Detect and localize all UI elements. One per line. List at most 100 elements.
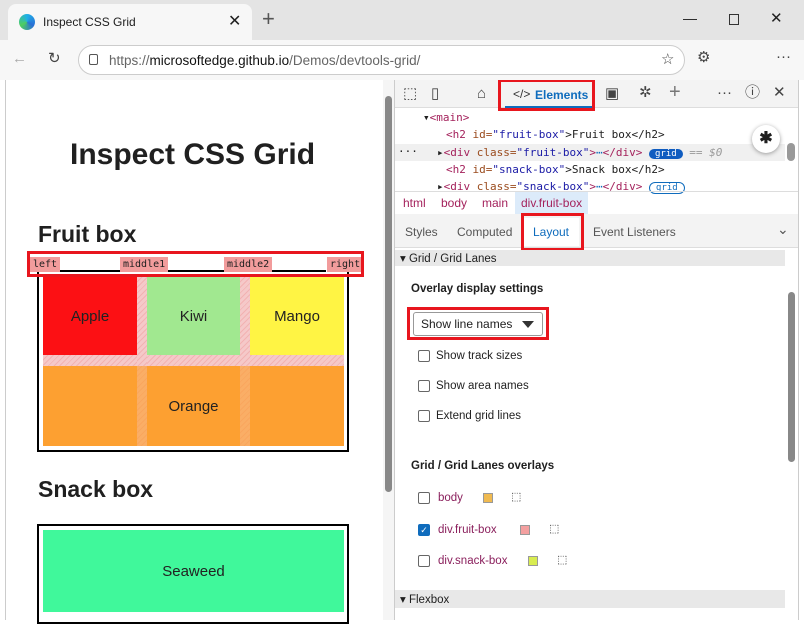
dom-scrollbar[interactable] [787,143,795,161]
column-gap [137,366,147,446]
line-name-middle2: middle2 [224,257,273,272]
highlight-box [27,251,364,277]
welcome-home-icon[interactable]: ⌂ [477,85,487,102]
more-options-icon[interactable]: ··· [717,84,732,101]
line-name-left: left [30,257,61,272]
tab-elements-label: Elements [535,88,589,102]
breadcrumb-body[interactable]: body [441,196,468,210]
dom-node-h2-fruit[interactable]: <h2 id="fruit-box">Fruit box</h2> [446,128,665,141]
grid-badge[interactable]: grid [648,149,683,159]
line-names-select[interactable]: Show line names [413,312,543,336]
overlays-heading: Grid / Grid Lanes overlays [411,460,555,472]
chevron-down-icon[interactable]: ⌄ [777,221,789,237]
refresh-icon[interactable]: ↻ [48,50,61,67]
close-devtools-icon[interactable]: ✕ [773,84,786,101]
fruit-mango: Mango [250,277,344,355]
column-gap [137,277,147,446]
grid-top-line [56,270,326,272]
overlay-body-label: body [438,492,463,504]
edge-logo-icon [19,14,35,30]
show-area-names-checkbox[interactable] [418,380,430,392]
dom-node-div-fruit[interactable]: ▸<div class="fruit-box">⋯</div> grid == … [437,146,723,159]
overlay-body-color-swatch[interactable] [483,493,493,503]
browser-tab[interactable]: Inspect CSS Grid ✕ [8,4,252,40]
overlay-body-checkbox[interactable] [418,492,430,504]
tab-layout[interactable]: Layout [523,218,579,246]
show-track-sizes-label: Show track sizes [436,350,523,362]
elements-highlight [498,80,595,111]
column-gap [240,277,250,446]
close-window-icon[interactable]: ✕ [770,10,783,27]
grid-section-header[interactable]: ▾ Grid / Grid Lanes [395,250,785,266]
line-name-right: right [327,257,364,272]
lock-icon [89,54,98,65]
show-area-names-label: Show area names [436,380,529,392]
tab-elements[interactable]: </> Elements [505,80,595,108]
address-row: ← ↻ https://microsoftedge.github.io/Demo… [0,40,804,80]
line-name-middle1: middle1 [120,257,169,272]
accessibility-icon[interactable]: ✱ [752,125,780,153]
tab-event-listeners[interactable]: Event Listeners [593,225,676,239]
more-menu-icon[interactable]: ··· [776,48,791,65]
highlight-element-icon[interactable]: ⬚ [557,554,568,566]
layout-scrollbar[interactable] [788,292,795,462]
fruit-apple: Apple [43,277,137,355]
extensions-icon[interactable]: ⚙ [697,49,711,66]
overlay-snack-box-label: div.snack-box [438,555,508,567]
dropdown-arrow-icon [522,321,534,328]
tab-computed[interactable]: Computed [457,225,513,239]
breadcrumb-main[interactable]: main [482,196,509,210]
extend-grid-lines-checkbox[interactable] [418,410,430,422]
page-scrollbar[interactable] [383,80,394,620]
minimize-icon[interactable]: — [683,10,697,26]
highlight-element-icon[interactable]: ⬚ [511,491,522,503]
panel-tabs: Styles Computed Layout Event Listeners ⌄ [395,214,798,248]
devtools-toolbar: ⬚ ▯ ⌂ </> Elements ▣ ✲ + ··· ⓘ ✕ [395,80,798,108]
fruit-box[interactable] [37,270,349,452]
breadcrumb-div-fruit-box[interactable]: div.fruit-box [515,192,589,214]
devtools-panel: ⬚ ▯ ⌂ </> Elements ▣ ✲ + ··· ⓘ ✕ ▾<main>… [394,80,799,620]
favorite-star-icon[interactable]: ☆ [661,51,675,68]
url-text: https://microsoftedge.github.io/Demos/de… [109,53,421,68]
maximize-icon[interactable] [729,14,739,25]
layout-highlight [521,213,584,251]
dom-tree: ▾<main> <h2 id="fruit-box">Fruit box</h2… [395,109,798,194]
grid-badge[interactable]: grid [648,182,685,194]
row-gap [43,355,344,366]
fruit-orange: Orange [43,366,344,446]
fruit-kiwi: Kiwi [147,277,240,355]
fruit-box-heading: Fruit box [38,221,137,247]
tab-bar: Inspect CSS Grid ✕ + — ✕ [0,0,804,40]
extend-grid-lines-label: Extend grid lines [436,410,522,422]
scrollbar-thumb[interactable] [385,96,392,492]
breadcrumb-html[interactable]: html [403,196,426,210]
highlight-element-icon[interactable]: ⬚ [549,523,560,535]
overlay-fruit-box-color-swatch[interactable] [520,525,530,535]
new-tab-icon[interactable]: + [262,6,275,31]
dom-node-main[interactable]: ▾<main> [423,111,470,124]
show-track-sizes-checkbox[interactable] [418,350,430,362]
breadcrumb: html body main div.fruit-box [395,191,798,214]
overlay-fruit-box-label: div.fruit-box [438,524,497,536]
snack-seaweed: Seaweed [43,530,344,612]
overlay-snack-box-color-swatch[interactable] [528,556,538,566]
back-icon[interactable]: ← [12,50,27,67]
more-tools-plus-icon[interactable]: + [669,81,681,103]
close-tab-icon[interactable]: ✕ [228,13,242,30]
dom-node-h2-snack[interactable]: <h2 id="snack-box">Snack box</h2> [446,163,665,176]
overlay-fruit-box-checkbox[interactable]: ✓ [418,524,430,536]
address-bar[interactable]: https://microsoftedge.github.io/Demos/de… [78,45,685,75]
device-emulation-icon[interactable]: ▯ [431,85,440,102]
dom-node-div-snack[interactable]: ▸<div class="snack-box">⋯</div> grid [437,180,685,194]
inspect-icon[interactable]: ⬚ [403,85,418,102]
selected-row [395,144,785,161]
console-icon[interactable]: ▣ [605,85,620,102]
help-icon[interactable]: ⓘ [745,84,761,101]
select-highlight [407,307,549,340]
flexbox-section-header[interactable]: ▾ Flexbox [395,590,785,608]
debugger-bug-icon[interactable]: ✲ [639,84,652,101]
code-icon: </> [513,87,531,101]
tab-styles[interactable]: Styles [405,225,438,239]
overlay-snack-box-checkbox[interactable] [418,555,430,567]
layout-pane: ▾ Grid / Grid Lanes Overlay display sett… [395,248,798,620]
